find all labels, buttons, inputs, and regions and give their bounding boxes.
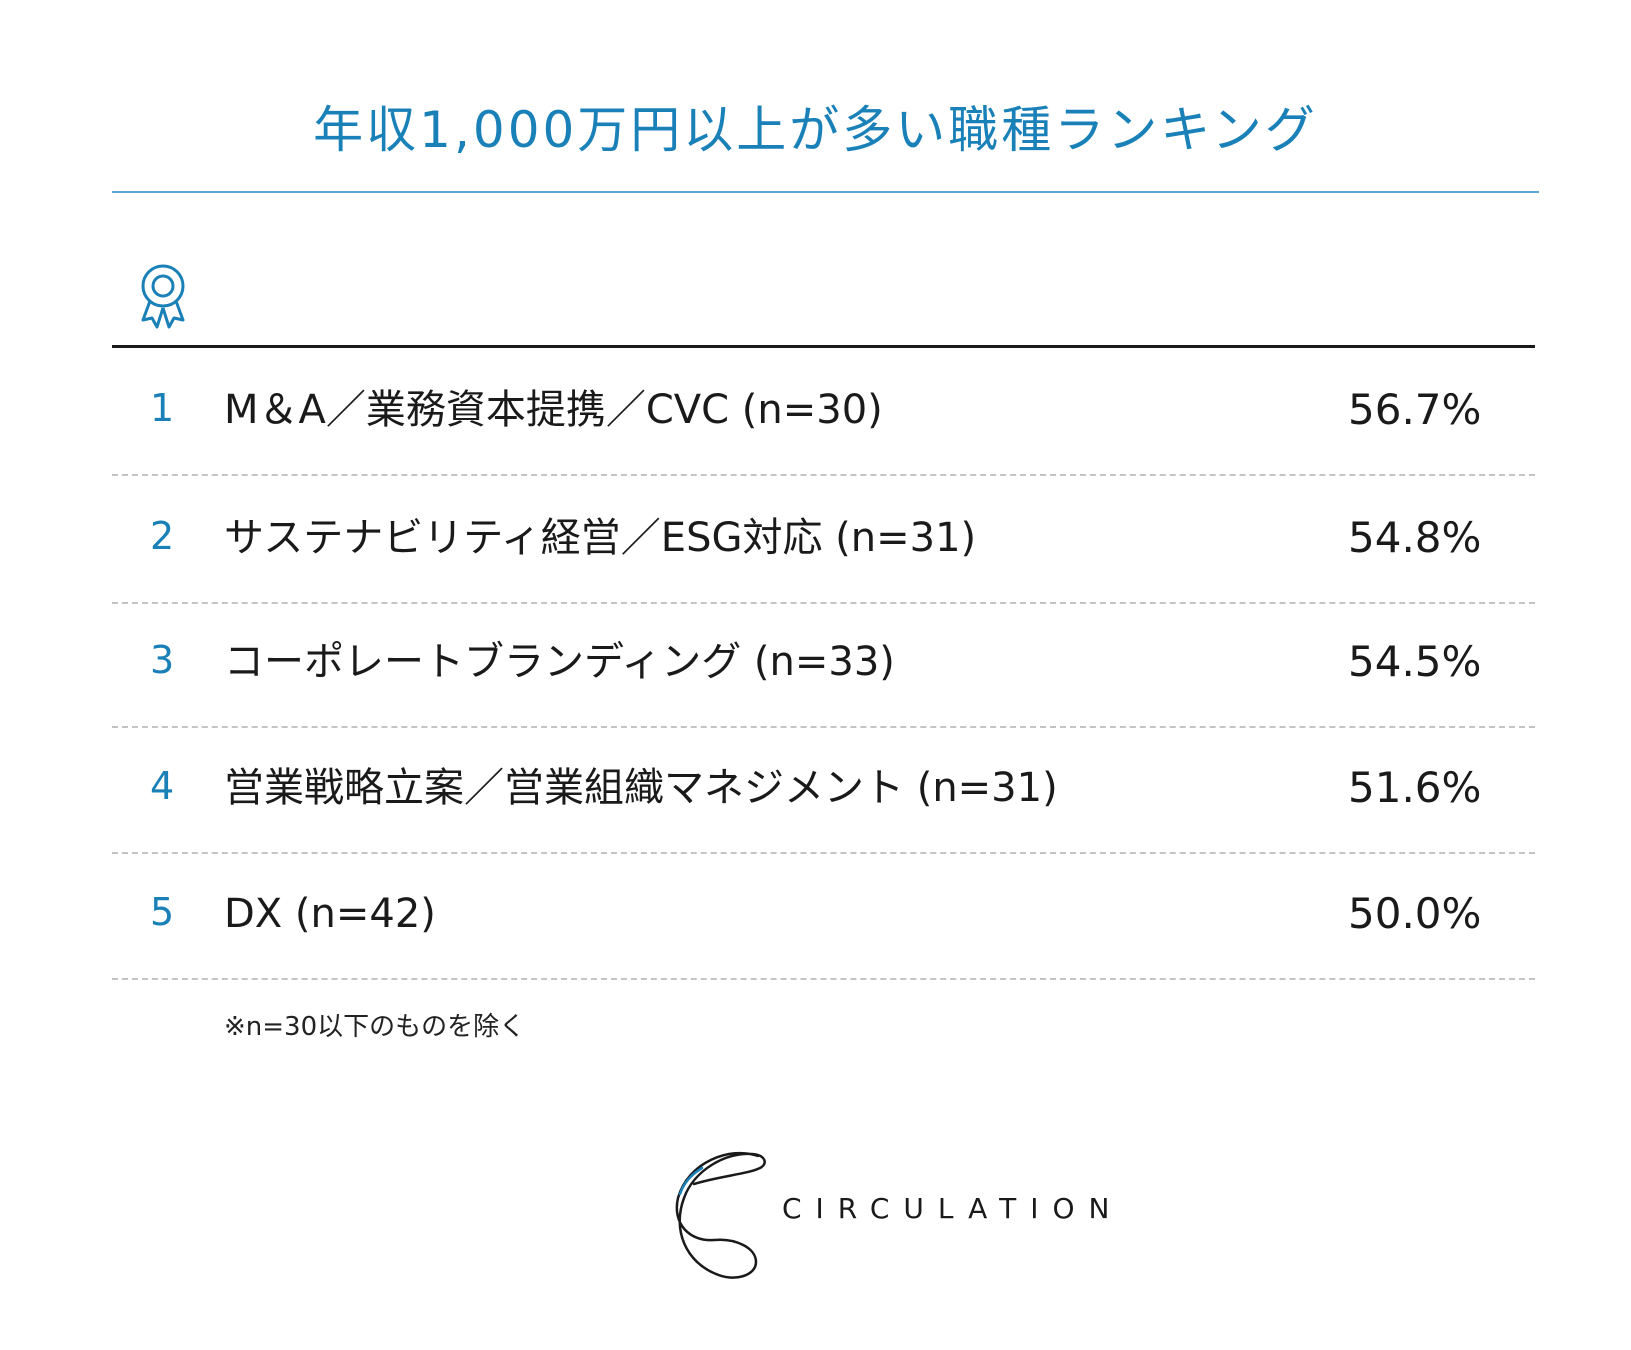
percentage-value: 51.6% [1348,763,1482,812]
job-label: DX (n=42) [224,891,436,937]
rank-number: 2 [150,514,175,558]
circulation-logo: CIRCULATION [670,1140,1110,1280]
rank-number: 4 [150,764,175,808]
ranking-row-5: 5 DX (n=42) 50.0% [112,852,1535,980]
percentage-value: 50.0% [1348,889,1482,938]
rank-number: 5 [150,890,175,934]
percentage-value: 54.5% [1348,637,1482,686]
logo-swirl-icon [675,1151,766,1279]
rank-number: 3 [150,638,175,682]
job-label: 営業戦略立案／営業組織マネジメント (n=31) [224,765,1058,811]
table-header-rule [112,345,1535,348]
title-divider [112,191,1539,193]
percentage-value: 54.8% [1348,513,1482,562]
job-label: サステナビリティ経営／ESG対応 (n=31) [224,515,977,561]
ranking-row-2: 2 サステナビリティ経営／ESG対応 (n=31) 54.8% [112,476,1535,604]
job-label: コーポレートブランディング (n=33) [224,639,895,685]
job-label: M＆A／業務資本提携／CVC (n=30) [224,387,883,433]
percentage-value: 56.7% [1348,385,1482,434]
medal-icon [141,264,185,329]
footnote: ※n=30以下のものを除く [224,1012,526,1042]
rank-number: 1 [150,386,175,430]
logo-wordmark: CIRCULATION [782,1192,1124,1225]
ranking-row-1: 1 M＆A／業務資本提携／CVC (n=30) 56.7% [112,348,1535,476]
ranking-row-4: 4 営業戦略立案／営業組織マネジメント (n=31) 51.6% [112,726,1535,854]
ranking-row-3: 3 コーポレートブランディング (n=33) 54.5% [112,600,1535,728]
page-title: 年収1,000万円以上が多い職種ランキング [313,101,1318,159]
